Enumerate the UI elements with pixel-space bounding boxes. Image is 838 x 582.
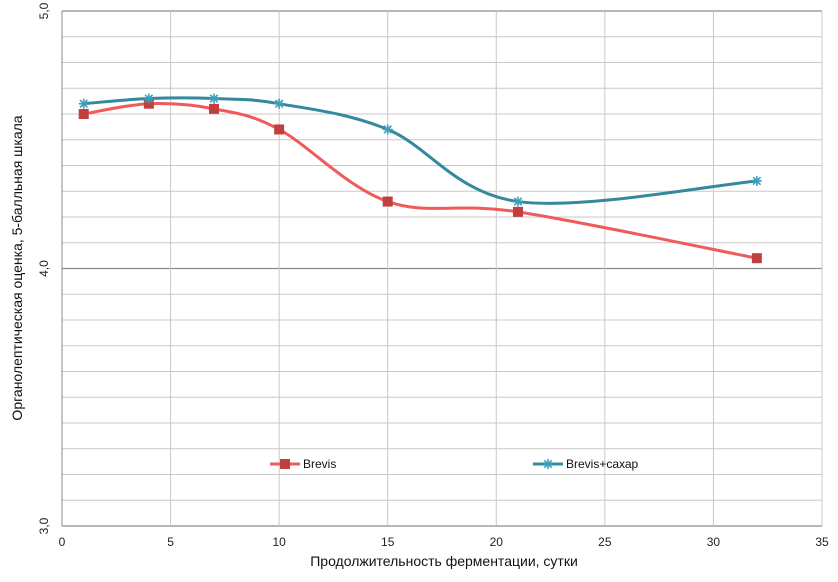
data-point <box>143 98 154 109</box>
series-brevis-sugar <box>78 93 762 207</box>
legend-star-marker <box>543 459 553 469</box>
data-point <box>209 93 219 104</box>
legend-swatch-marker <box>280 459 290 469</box>
data-point <box>513 196 523 207</box>
data-point <box>78 109 89 119</box>
x-tick-label: 10 <box>272 535 286 549</box>
x-tick-label: 20 <box>490 535 504 549</box>
y-tick-label: 4,0 <box>37 260 51 277</box>
tick-labels: 0 5 10 15 20 25 30 35 3,0 4,0 5,0 <box>37 2 829 549</box>
legend-item-brevis-sugar[interactable]: Brevis+сахар <box>533 457 639 471</box>
y-tick-label: 5,0 <box>37 2 51 19</box>
data-point <box>382 196 393 207</box>
data-point <box>513 206 523 217</box>
data-point <box>143 93 154 104</box>
legend-label: Brevis <box>303 457 336 471</box>
legend-label: Brevis+сахар <box>566 457 639 471</box>
x-tick-label: 15 <box>381 535 395 549</box>
data-point <box>751 175 762 186</box>
series-line <box>82 96 759 205</box>
x-tick-label: 0 <box>59 535 66 549</box>
x-axis-title: Продолжительность ферментации, сутки <box>310 553 578 569</box>
series-brevis <box>78 98 762 264</box>
x-tick-label: 30 <box>707 535 721 549</box>
y-tick-label: 3,0 <box>37 517 51 534</box>
data-point <box>78 98 89 109</box>
legend: Brevis Brevis+сахар <box>270 457 639 471</box>
data-point <box>751 253 762 264</box>
series-layer <box>78 93 762 264</box>
data-point <box>274 124 285 135</box>
y-axis-title: Органолептическая оценка, 5-балльная шка… <box>9 115 25 420</box>
data-point <box>209 103 219 114</box>
grid <box>61 10 823 527</box>
x-tick-label: 35 <box>815 535 829 549</box>
data-point <box>382 124 393 135</box>
x-tick-label: 5 <box>167 535 174 549</box>
series-line <box>82 101 759 260</box>
x-tick-label: 25 <box>598 535 612 549</box>
legend-swatch-marker <box>543 459 553 469</box>
legend-item-brevis[interactable]: Brevis <box>270 457 336 471</box>
data-point <box>274 98 285 109</box>
